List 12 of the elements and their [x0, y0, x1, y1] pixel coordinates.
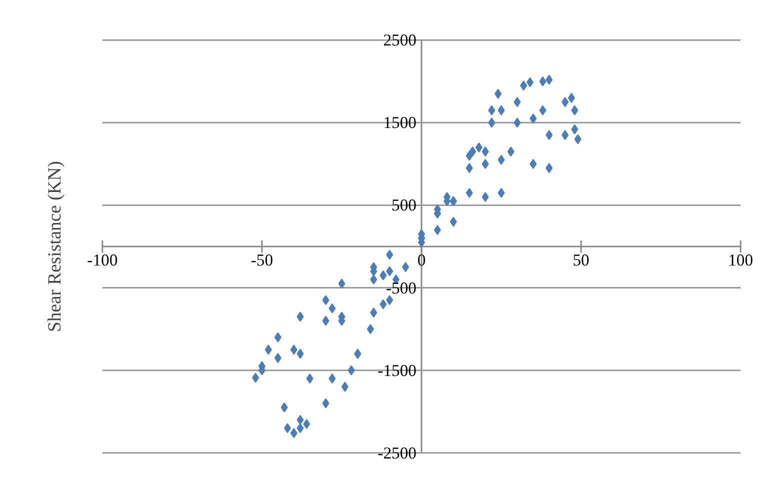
- x-tick-label: 0: [417, 250, 426, 270]
- x-tick-label: -50: [250, 250, 274, 270]
- x-tick-label: -100: [87, 250, 118, 270]
- y-axis-title: Shear Resistance (KN): [44, 161, 66, 332]
- y-tick-label: 500: [392, 196, 416, 215]
- y-tick-label: -1500: [378, 360, 416, 380]
- x-tick-label: 50: [572, 250, 590, 270]
- y-tick-label: 2500: [383, 30, 416, 50]
- y-tick-label: 1500: [383, 113, 416, 132]
- x-tick-label: 100: [728, 250, 754, 270]
- y-tick-label: -500: [386, 278, 416, 298]
- y-tick-label: -2500: [378, 443, 416, 462]
